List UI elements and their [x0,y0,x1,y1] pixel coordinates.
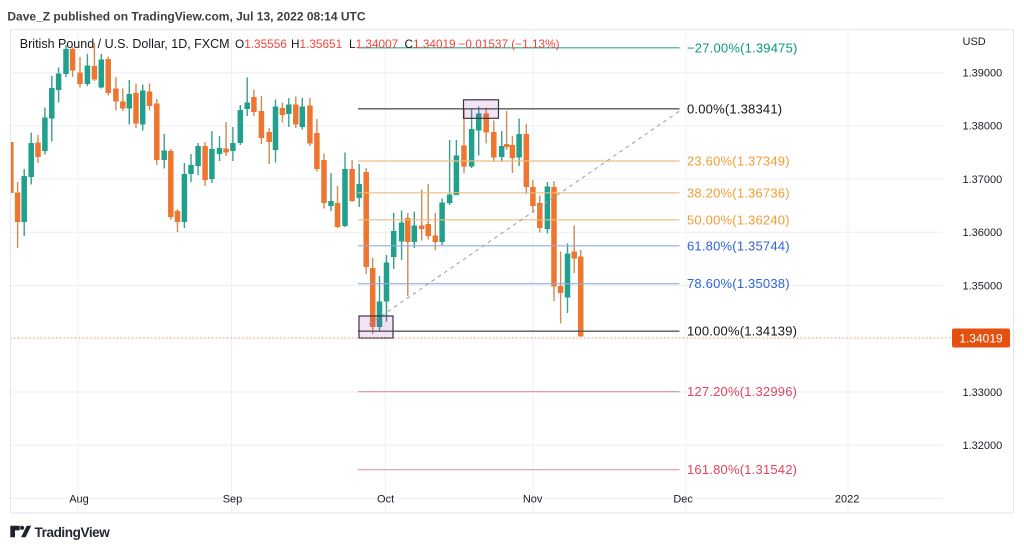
svg-text:O1.35556: O1.35556 [235,37,287,51]
svg-text:Oct: Oct [377,494,394,506]
svg-text:1.37000: 1.37000 [963,174,1003,186]
svg-text:−0.01537 (−1.13%): −0.01537 (−1.13%) [459,37,560,51]
svg-text:L1.34007: L1.34007 [349,37,398,51]
svg-text:1.34019: 1.34019 [959,332,1003,346]
svg-text:0.00%(1.38341): 0.00%(1.38341) [687,101,782,116]
svg-text:Aug: Aug [69,494,89,506]
svg-text:1.35000: 1.35000 [963,280,1003,292]
svg-text:38.20%(1.36736): 38.20%(1.36736) [687,185,790,200]
svg-text:H1.35651: H1.35651 [291,37,342,51]
svg-text:1.38000: 1.38000 [963,121,1003,133]
svg-text:127.20%(1.32996): 127.20%(1.32996) [687,384,797,399]
svg-text:Dec: Dec [673,494,693,506]
svg-text:Nov: Nov [523,494,543,506]
svg-text:British Pound / U.S. Dollar, 1: British Pound / U.S. Dollar, 1D, FXCM [20,37,230,51]
svg-text:1.39000: 1.39000 [963,68,1003,80]
svg-text:78.60%(1.35038): 78.60%(1.35038) [687,276,790,291]
svg-text:100.00%(1.34139): 100.00%(1.34139) [687,324,797,339]
svg-text:1.33000: 1.33000 [963,387,1003,399]
svg-text:Sep: Sep [223,494,243,506]
svg-text:23.60%(1.37349): 23.60%(1.37349) [687,154,790,169]
svg-text:TradingView: TradingView [35,525,111,540]
svg-text:161.80%(1.31542): 161.80%(1.31542) [687,462,797,477]
svg-text:50.00%(1.36240): 50.00%(1.36240) [687,212,790,227]
svg-text:1.32000: 1.32000 [963,440,1003,452]
svg-text:2022: 2022 [835,494,859,506]
svg-text:61.80%(1.35744): 61.80%(1.35744) [687,238,790,253]
svg-text:USD: USD [963,36,986,48]
svg-text:−27.00%(1.39475): −27.00%(1.39475) [687,40,798,55]
svg-text:1.36000: 1.36000 [963,227,1003,239]
svg-text:Dave_Z published on TradingVie: Dave_Z published on TradingView.com, Jul… [7,9,365,23]
svg-text:C1.34019: C1.34019 [405,37,456,51]
